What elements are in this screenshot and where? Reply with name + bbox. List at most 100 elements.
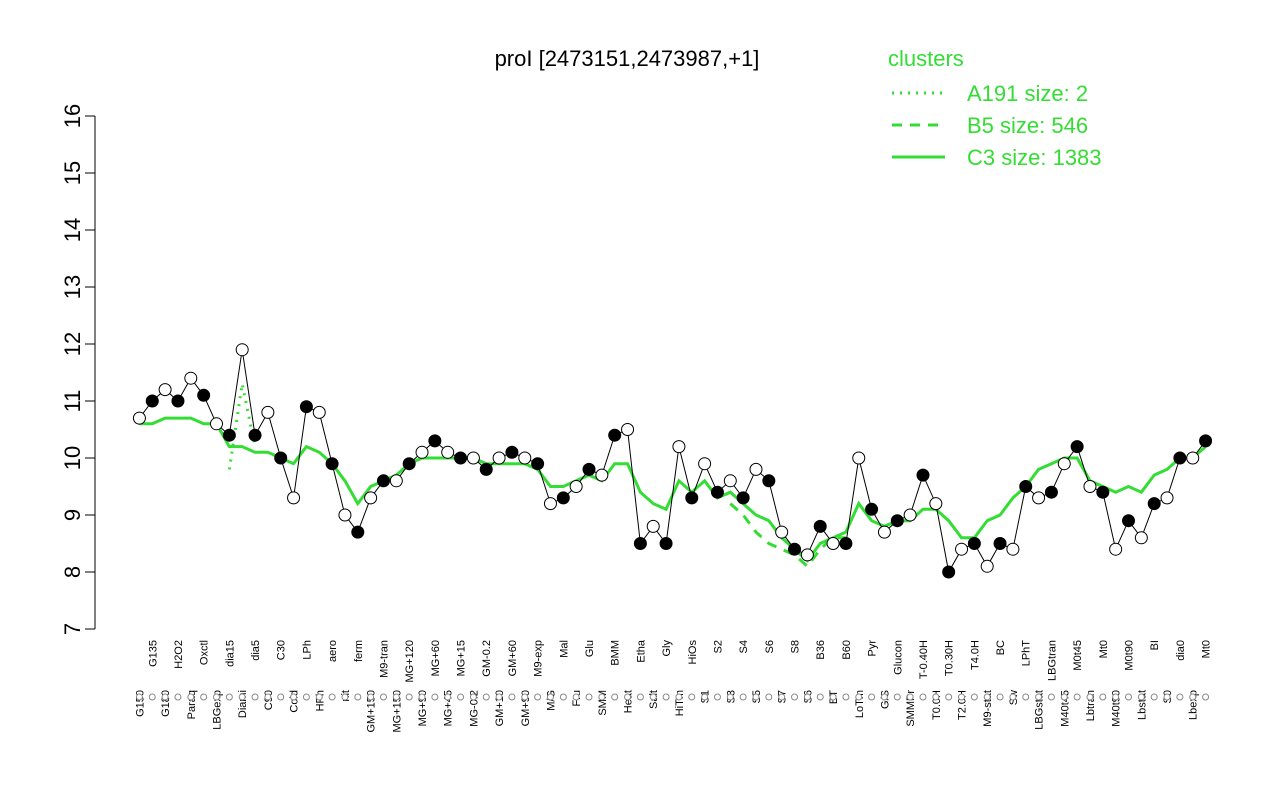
- y-tick-label: 7: [60, 623, 85, 635]
- x-tick-label: GM-0.2: [481, 640, 493, 677]
- data-point: [672, 440, 686, 454]
- data-point: [171, 394, 185, 408]
- data-point: [582, 462, 596, 476]
- data-point: [813, 519, 827, 533]
- data-point: [877, 525, 891, 539]
- x-tick-dot: [1035, 693, 1043, 701]
- data-point: [132, 411, 146, 425]
- x-tick-dot: [970, 693, 978, 701]
- x-tick-dot: [277, 693, 285, 701]
- data-point: [209, 417, 223, 431]
- x-tick-dot: [688, 693, 696, 701]
- x-tick-dot: [534, 693, 542, 701]
- data-point: [248, 428, 262, 442]
- data-point: [633, 537, 647, 550]
- data-point: [1160, 491, 1174, 505]
- x-tick-label: Mal: [558, 640, 570, 658]
- x-tick-dot: [572, 693, 580, 701]
- data-point: [312, 405, 326, 419]
- x-tick-dot: [135, 693, 143, 701]
- data-point: [595, 468, 609, 482]
- x-tick-label: Cold: [289, 690, 301, 713]
- data-point: [145, 394, 159, 408]
- x-tick-label: LBGexp: [211, 690, 223, 730]
- x-tick-dot: [752, 693, 760, 701]
- x-tick-dot: [148, 693, 156, 701]
- x-tick-label: T-0.40H: [918, 640, 930, 679]
- x-tick-label: H2O2: [173, 640, 185, 669]
- cluster-line: [227, 383, 257, 470]
- data-point: [1147, 497, 1161, 511]
- x-tick-label: M0t45: [1072, 640, 1084, 671]
- x-tick-dot: [803, 693, 811, 701]
- x-tick-dot: [791, 693, 799, 701]
- x-tick-dot: [829, 693, 837, 701]
- x-tick-dot: [328, 693, 336, 701]
- y-tick-label: 16: [60, 104, 85, 128]
- x-tick-label: BC: [995, 640, 1007, 655]
- data-point: [325, 457, 339, 471]
- x-tick-dot: [932, 693, 940, 701]
- data-point: [942, 565, 956, 579]
- x-tick-label: Glu: [584, 640, 596, 657]
- x-tick-label: T4.0H: [969, 640, 981, 670]
- data-point: [569, 480, 583, 493]
- data-point: [762, 474, 776, 488]
- data-point: [261, 405, 275, 419]
- y-tick-label: 9: [60, 509, 85, 521]
- x-tick-label: M9-exp: [533, 640, 545, 677]
- x-tick-dot: [444, 693, 452, 701]
- x-tick-dot: [212, 693, 220, 701]
- x-tick-dot: [482, 693, 490, 701]
- x-tick-dot: [906, 693, 914, 701]
- data-point: [505, 445, 519, 459]
- x-tick-label: aero: [327, 640, 339, 662]
- data-point: [1186, 451, 1200, 465]
- x-tick-dot: [367, 693, 375, 701]
- x-tick-dot: [508, 693, 516, 701]
- data-point: [492, 451, 506, 465]
- x-tick-dot: [945, 693, 953, 701]
- legend-title: clusters: [888, 46, 964, 71]
- x-tick-dot: [1202, 693, 1210, 701]
- x-tick-label: Oxctl: [199, 640, 211, 665]
- data-point: [826, 537, 840, 550]
- x-tick-label: MG+150: [391, 690, 403, 733]
- data-point: [235, 343, 249, 357]
- x-tick-dot: [264, 693, 272, 701]
- x-tick-dot: [379, 693, 387, 701]
- x-tick-label: Etha: [635, 639, 647, 663]
- x-tick-label: LPhT: [1021, 640, 1033, 667]
- x-tick-label: BMM: [610, 640, 622, 666]
- x-tick-dot: [174, 693, 182, 701]
- x-tick-label: dia15: [224, 640, 236, 667]
- x-tick-dot: [919, 693, 927, 701]
- data-point: [299, 400, 313, 414]
- data-point: [402, 457, 416, 471]
- x-tick-label: S6: [764, 640, 776, 653]
- x-tick-dot: [251, 693, 259, 701]
- x-tick-dot: [559, 693, 567, 701]
- x-tick-label: M/G: [545, 690, 557, 711]
- data-point: [621, 423, 635, 436]
- data-point: [980, 559, 994, 573]
- x-tick-label: C30: [276, 640, 288, 660]
- data-point: [376, 474, 390, 488]
- x-tick-dot: [161, 693, 169, 701]
- x-tick-dot: [1150, 693, 1158, 701]
- data-point: [454, 451, 468, 465]
- data-point: [428, 434, 442, 448]
- x-tick-dot: [1047, 693, 1055, 701]
- x-tick-dot: [816, 693, 824, 701]
- data-point: [518, 451, 532, 465]
- x-tick-label: LBGstat: [1034, 690, 1046, 730]
- x-tick-label: HPh: [314, 690, 326, 711]
- x-tick-dot: [1125, 693, 1133, 701]
- data-point: [1032, 491, 1046, 505]
- x-tick-label: Gly: [661, 640, 673, 657]
- x-tick-dot: [1176, 693, 1184, 701]
- y-tick-label: 8: [60, 566, 85, 578]
- data-point: [364, 491, 378, 505]
- x-tick-label: Pyr: [867, 640, 879, 657]
